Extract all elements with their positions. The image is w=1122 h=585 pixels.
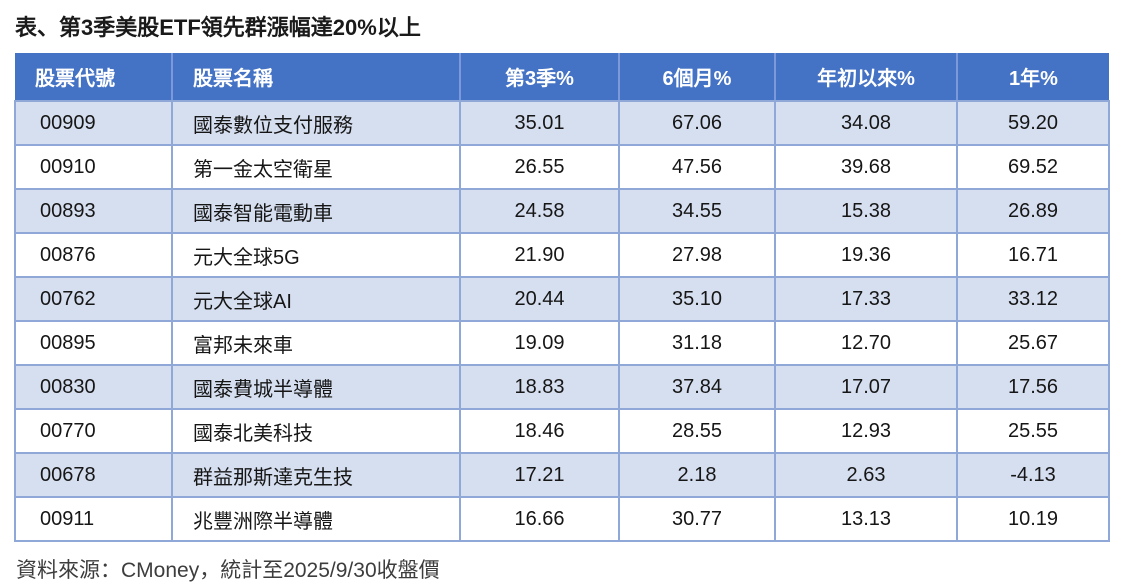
col-header-ytd: 年初以來%: [775, 53, 958, 102]
ytd-pct-cell: 12.70: [774, 320, 958, 366]
6month-pct-cell: 2.18: [618, 452, 776, 498]
ytd-pct-cell: 19.36: [774, 232, 958, 278]
stock-name-cell: 國泰費城半導體: [171, 364, 461, 410]
col-header-stock-code: 股票代號: [15, 53, 173, 102]
source-note: 資料來源：CMoney，統計至2025/9/30收盤價: [16, 559, 440, 582]
ytd-pct-cell: 13.13: [774, 496, 958, 542]
ytd-pct-cell: 17.07: [774, 364, 958, 410]
q3-pct-cell: 18.83: [459, 364, 620, 410]
q3-pct-cell: 17.21: [459, 452, 620, 498]
etf-performance-table: 股票代號 股票名稱 第3季% 6個月% 年初以來% 1年% 00909 國泰數位支…: [14, 53, 1110, 542]
stock-code-cell: 00830: [14, 364, 173, 410]
1year-pct-cell: -4.13: [956, 452, 1110, 498]
6month-pct-cell: 31.18: [618, 320, 776, 366]
1year-pct-cell: 17.56: [956, 364, 1110, 410]
table-body: 00909 國泰數位支付服務 35.01 67.06 34.08 59.20 00910 第一…: [14, 100, 1110, 542]
stock-code-cell: 00678: [14, 452, 173, 498]
q3-pct-cell: 21.90: [459, 232, 620, 278]
table-row: 00830 國泰費城半導體 18.83 37.84 17.07 17.56: [14, 364, 1110, 410]
q3-pct-cell: 19.09: [459, 320, 620, 366]
1year-pct-cell: 33.12: [956, 276, 1110, 322]
stock-code-cell: 00895: [14, 320, 173, 366]
stock-code-cell: 00911: [14, 496, 173, 542]
1year-pct-cell: 16.71: [956, 232, 1110, 278]
col-header-q3: 第3季%: [460, 53, 620, 102]
col-header-stock-name: 股票名稱: [172, 53, 461, 102]
stock-name-cell: 富邦未來車: [171, 320, 461, 366]
stock-code-cell: 00876: [14, 232, 173, 278]
stock-name-cell: 元大全球5G: [171, 232, 461, 278]
stock-name-cell: 國泰數位支付服務: [171, 100, 461, 146]
6month-pct-cell: 34.55: [618, 188, 776, 234]
q3-pct-cell: 26.55: [459, 144, 620, 190]
table-row: 00770 國泰北美科技 18.46 28.55 12.93 25.55: [14, 408, 1110, 454]
col-header-1year: 1年%: [957, 53, 1109, 102]
q3-pct-cell: 24.58: [459, 188, 620, 234]
6month-pct-cell: 35.10: [618, 276, 776, 322]
table-row: 00909 國泰數位支付服務 35.01 67.06 34.08 59.20: [14, 100, 1110, 146]
1year-pct-cell: 69.52: [956, 144, 1110, 190]
ytd-pct-cell: 2.63: [774, 452, 958, 498]
6month-pct-cell: 28.55: [618, 408, 776, 454]
stock-name-cell: 群益那斯達克生技: [171, 452, 461, 498]
6month-pct-cell: 30.77: [618, 496, 776, 542]
table-row: 00910 第一金太空衛星 26.55 47.56 39.68 69.52: [14, 144, 1110, 190]
table-row: 00678 群益那斯達克生技 17.21 2.18 2.63 -4.13: [14, 452, 1110, 498]
stock-name-cell: 國泰智能電動車: [171, 188, 461, 234]
stock-code-cell: 00770: [14, 408, 173, 454]
1year-pct-cell: 25.67: [956, 320, 1110, 366]
page-title: 表、第3季美股ETF領先群漲幅達20%以上: [15, 15, 421, 40]
6month-pct-cell: 37.84: [618, 364, 776, 410]
1year-pct-cell: 25.55: [956, 408, 1110, 454]
stock-code-cell: 00762: [14, 276, 173, 322]
stock-code-cell: 00909: [14, 100, 173, 146]
ytd-pct-cell: 39.68: [774, 144, 958, 190]
table-row: 00911 兆豐洲際半導體 16.66 30.77 13.13 10.19: [14, 496, 1110, 542]
6month-pct-cell: 27.98: [618, 232, 776, 278]
1year-pct-cell: 26.89: [956, 188, 1110, 234]
ytd-pct-cell: 12.93: [774, 408, 958, 454]
ytd-pct-cell: 34.08: [774, 100, 958, 146]
stock-code-cell: 00893: [14, 188, 173, 234]
6month-pct-cell: 67.06: [618, 100, 776, 146]
stock-name-cell: 第一金太空衛星: [171, 144, 461, 190]
header-row: 股票代號 股票名稱 第3季% 6個月% 年初以來% 1年%: [15, 53, 1109, 102]
1year-pct-cell: 10.19: [956, 496, 1110, 542]
col-header-6month: 6個月%: [619, 53, 776, 102]
table-row: 00762 元大全球AI 20.44 35.10 17.33 33.12: [14, 276, 1110, 322]
stock-code-cell: 00910: [14, 144, 173, 190]
stock-name-cell: 元大全球AI: [171, 276, 461, 322]
table-row: 00893 國泰智能電動車 24.58 34.55 15.38 26.89: [14, 188, 1110, 234]
1year-pct-cell: 59.20: [956, 100, 1110, 146]
table-row: 00895 富邦未來車 19.09 31.18 12.70 25.67: [14, 320, 1110, 366]
q3-pct-cell: 16.66: [459, 496, 620, 542]
table-row: 00876 元大全球5G 21.90 27.98 19.36 16.71: [14, 232, 1110, 278]
stock-name-cell: 兆豐洲際半導體: [171, 496, 461, 542]
stock-name-cell: 國泰北美科技: [171, 408, 461, 454]
ytd-pct-cell: 15.38: [774, 188, 958, 234]
6month-pct-cell: 47.56: [618, 144, 776, 190]
q3-pct-cell: 18.46: [459, 408, 620, 454]
ytd-pct-cell: 17.33: [774, 276, 958, 322]
q3-pct-cell: 20.44: [459, 276, 620, 322]
q3-pct-cell: 35.01: [459, 100, 620, 146]
